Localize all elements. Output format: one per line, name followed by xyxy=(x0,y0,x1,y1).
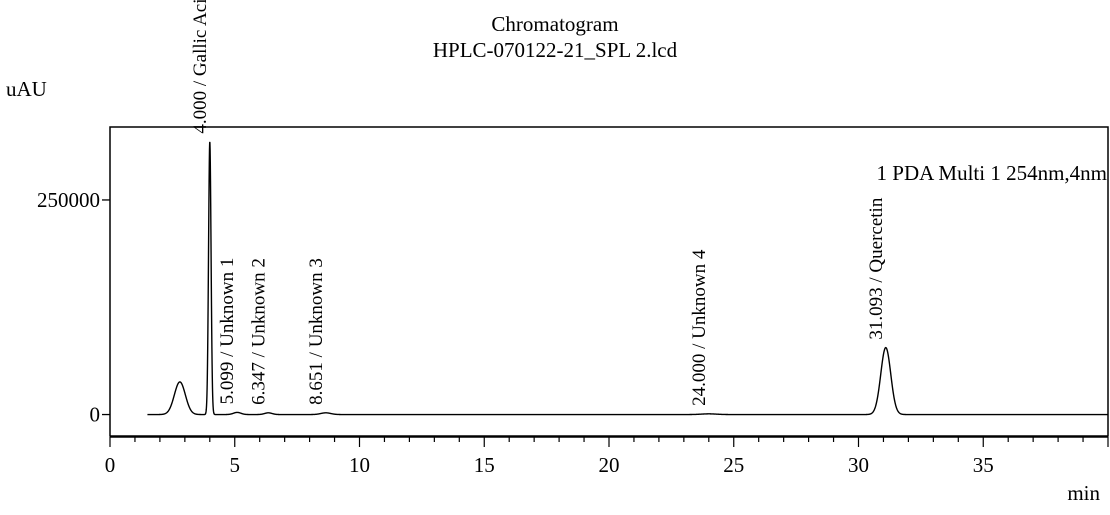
chromatogram-trace xyxy=(146,141,1109,416)
peak-label: 8.651 / Unknown 3 xyxy=(306,258,327,405)
x-tick-label: 35 xyxy=(973,453,994,477)
y-tick-label: 250000 xyxy=(37,188,100,212)
peak-label: 31.093 / Quercetin xyxy=(866,197,887,339)
peak-annotations: 4.000 / Gallic Acid 5.099 / Unknown 1 6.34… xyxy=(190,0,887,406)
peak-label: 5.099 / Unknown 1 xyxy=(217,258,238,405)
y-axis-label: uAU xyxy=(6,77,47,101)
y-axis-ticks: 0 250000 xyxy=(37,188,110,427)
chart-title: Chromatogram xyxy=(491,12,618,36)
channel-label: 1 PDA Multi 1 254nm,4nm xyxy=(877,161,1107,185)
x-axis-label: min xyxy=(1067,481,1100,505)
peak-label: 4.000 / Gallic Acid xyxy=(190,0,211,134)
peak-label: 6.347 / Unknown 2 xyxy=(248,258,269,405)
x-tick-label: 10 xyxy=(349,453,370,477)
x-axis: 0 5 10 15 20 25 30 35 xyxy=(105,436,1109,477)
x-tick-label: 20 xyxy=(599,453,620,477)
x-tick-label: 30 xyxy=(848,453,869,477)
x-tick-label: 5 xyxy=(230,453,241,477)
x-tick-label: 15 xyxy=(474,453,495,477)
y-tick-label: 0 xyxy=(90,403,101,427)
x-tick-label: 25 xyxy=(723,453,744,477)
peak-label: 24.000 / Unknown 4 xyxy=(689,249,710,406)
plot-frame xyxy=(109,126,1109,437)
x-tick-label: 0 xyxy=(105,453,116,477)
chart-subtitle: HPLC-070122-21_SPL 2.lcd xyxy=(433,38,678,62)
